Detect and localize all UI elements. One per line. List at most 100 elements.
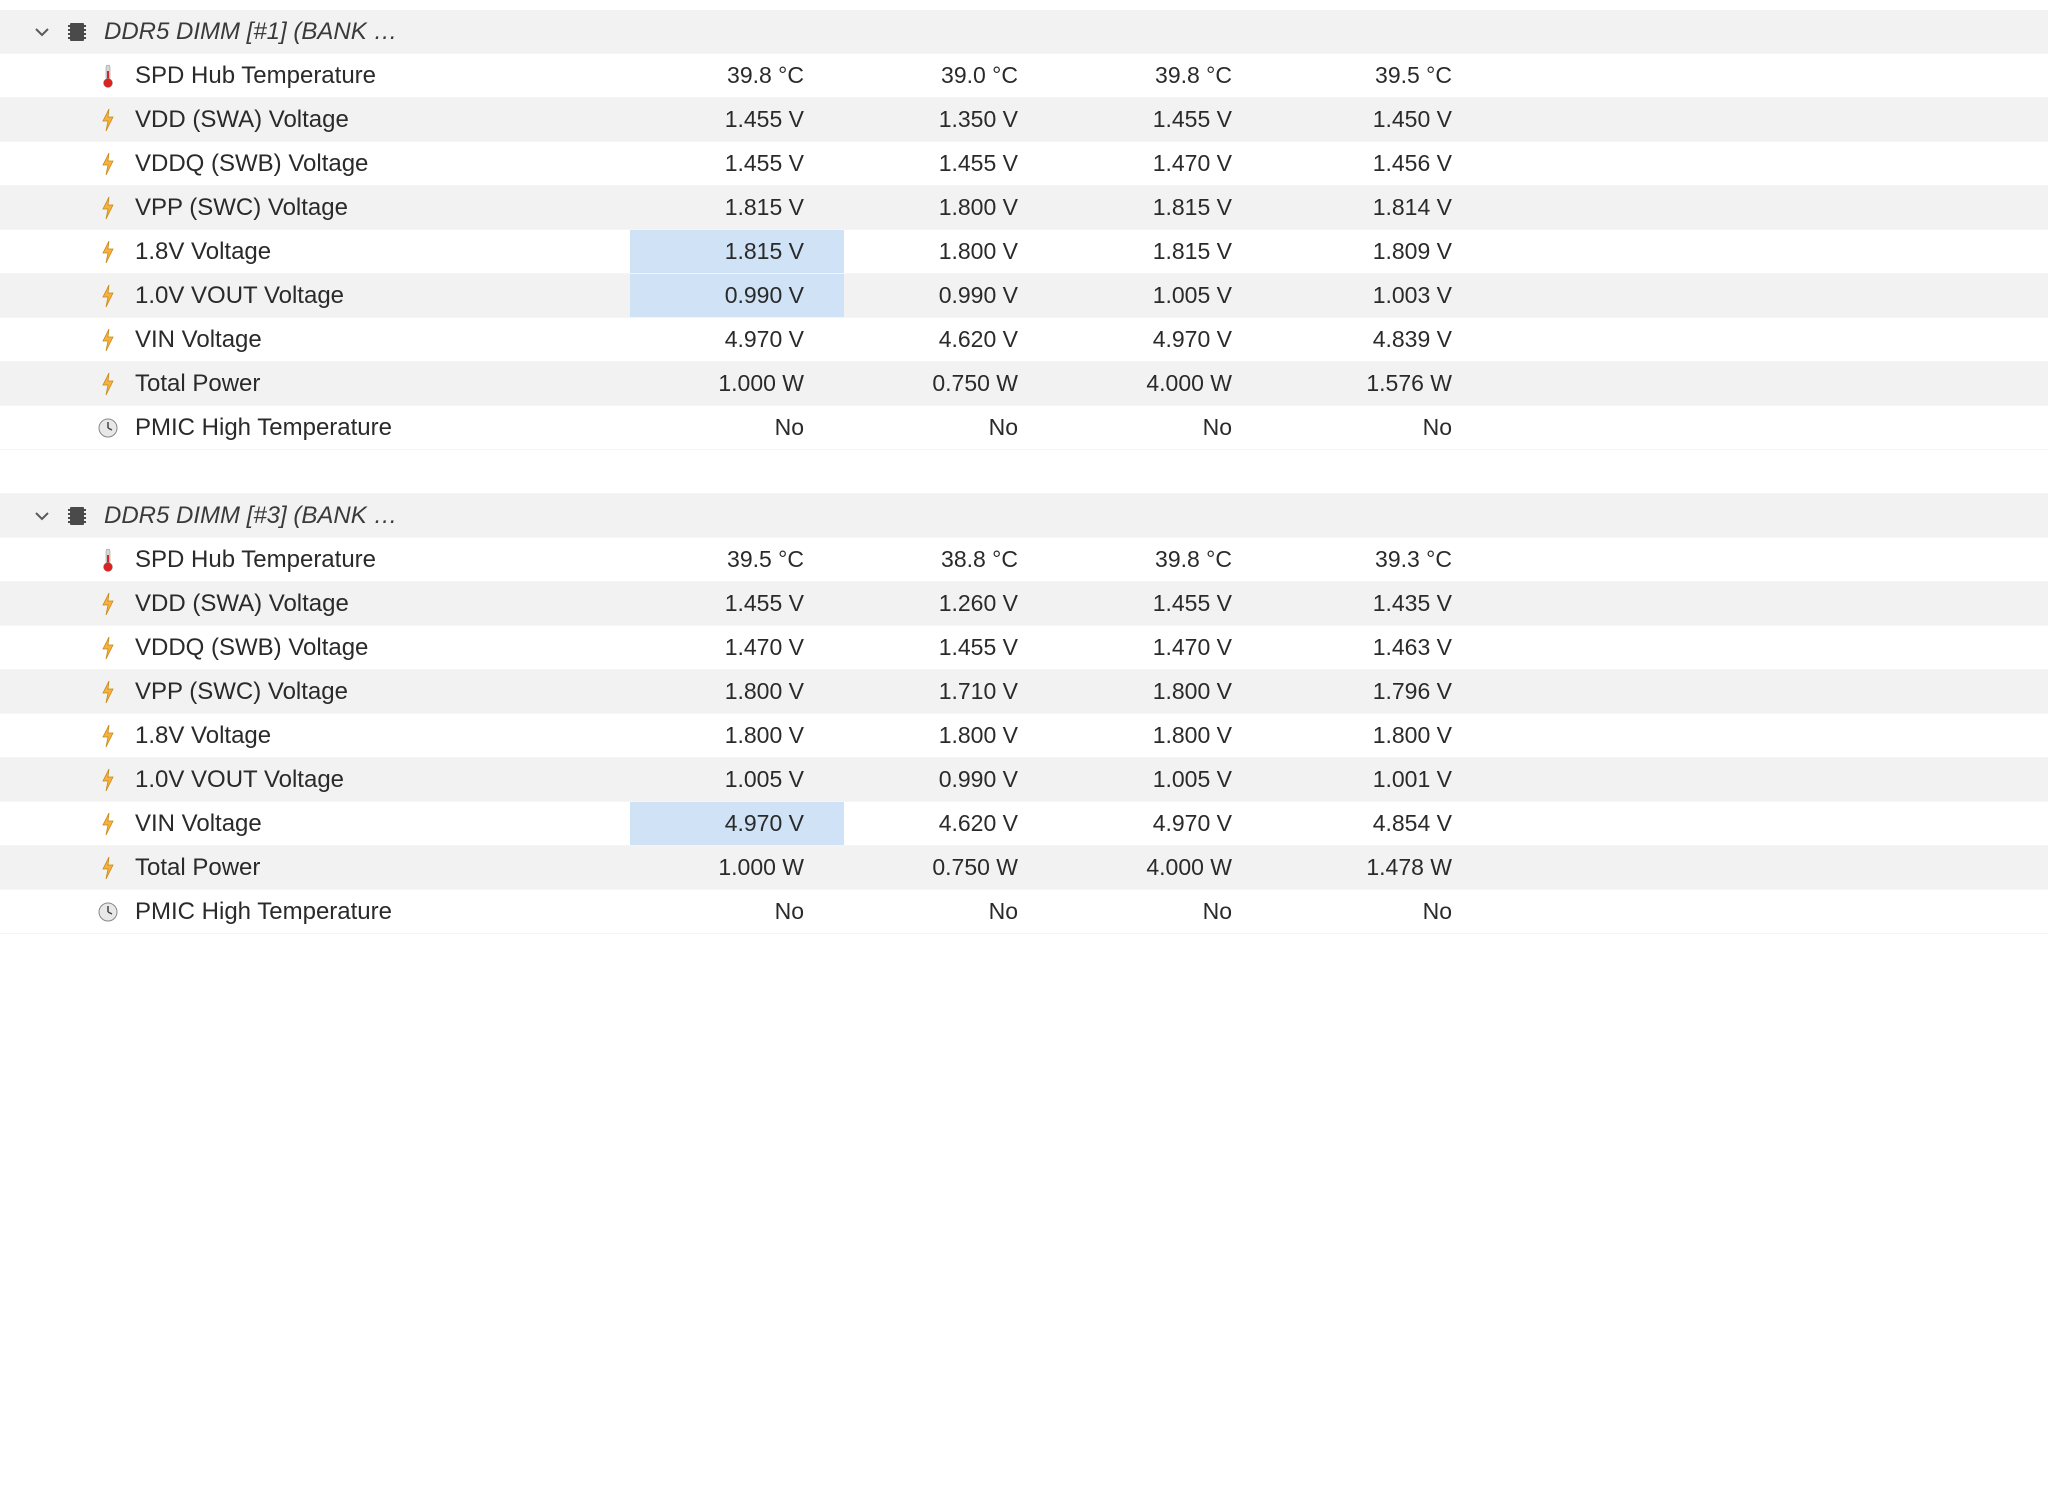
sensor-value-avg: 1.800 V (1272, 714, 1492, 757)
sensor-label-cell: PMIC High Temperature (0, 890, 630, 933)
sensor-label-cell: VDDQ (SWB) Voltage (0, 142, 630, 185)
sensor-row[interactable]: PMIC High Temperature No No No No (0, 890, 2048, 934)
sensor-row[interactable]: 1.0V VOUT Voltage 0.990 V 0.990 V 1.005 … (0, 274, 2048, 318)
header-val-3 (1058, 494, 1272, 537)
sensor-row[interactable]: SPD Hub Temperature 39.8 °C 39.0 °C 39.8… (0, 54, 2048, 98)
expand-toggle[interactable] (30, 504, 54, 528)
sensor-value-max: 4.970 V (1058, 318, 1272, 361)
sensor-row[interactable]: VDD (SWA) Voltage 1.455 V 1.260 V 1.455 … (0, 582, 2048, 626)
chip-icon (66, 21, 88, 43)
sensor-value-min: 1.800 V (844, 230, 1058, 273)
bolt-icon (95, 723, 121, 749)
sensor-label: VPP (SWC) Voltage (135, 678, 348, 706)
sensor-value-max: 1.455 V (1058, 98, 1272, 141)
sensor-value-min: 1.260 V (844, 582, 1058, 625)
sensor-label-cell: 1.8V Voltage (0, 714, 630, 757)
group-header-row[interactable]: DDR5 DIMM [#3] (BANK … (0, 494, 2048, 538)
sensor-label: 1.0V VOUT Voltage (135, 766, 344, 794)
sensor-row[interactable]: 1.0V VOUT Voltage 1.005 V 0.990 V 1.005 … (0, 758, 2048, 802)
group-header-cell: DDR5 DIMM [#3] (BANK … (0, 494, 630, 537)
sensor-value-avg: 1.450 V (1272, 98, 1492, 141)
sensor-row[interactable]: Total Power 1.000 W 0.750 W 4.000 W 1.47… (0, 846, 2048, 890)
bolt-icon (98, 327, 118, 353)
sensor-label-cell: VDD (SWA) Voltage (0, 98, 630, 141)
sensor-value-max: 4.000 W (1058, 846, 1272, 889)
thermometer-icon (98, 547, 118, 573)
thermometer-icon (95, 547, 121, 573)
group-header-row[interactable]: DDR5 DIMM [#1] (BANK … (0, 10, 2048, 54)
clock-icon (97, 901, 119, 923)
sensor-value-max: 1.470 V (1058, 142, 1272, 185)
sensor-label-cell: 1.0V VOUT Voltage (0, 758, 630, 801)
sensor-value-min: 4.620 V (844, 802, 1058, 845)
bolt-icon (98, 371, 118, 397)
sensor-row[interactable]: VDDQ (SWB) Voltage 1.470 V 1.455 V 1.470… (0, 626, 2048, 670)
sensor-value-max: No (1058, 406, 1272, 449)
sensor-value-min: 1.710 V (844, 670, 1058, 713)
bolt-icon (98, 151, 118, 177)
sensor-value-avg: 1.435 V (1272, 582, 1492, 625)
sensor-label: VIN Voltage (135, 326, 262, 354)
bolt-icon (98, 239, 118, 265)
sensor-row[interactable]: VPP (SWC) Voltage 1.815 V 1.800 V 1.815 … (0, 186, 2048, 230)
sensor-label-cell: VDD (SWA) Voltage (0, 582, 630, 625)
group-spacer (0, 450, 2048, 494)
sensor-value-max: No (1058, 890, 1272, 933)
sensor-value-min: 1.455 V (844, 142, 1058, 185)
sensor-value-avg: 39.5 °C (1272, 54, 1492, 97)
sensor-value-avg: 39.3 °C (1272, 538, 1492, 581)
sensor-label: 1.8V Voltage (135, 238, 271, 266)
sensor-label-cell: VPP (SWC) Voltage (0, 186, 630, 229)
sensor-value-avg: No (1272, 890, 1492, 933)
sensor-tree-table: DDR5 DIMM [#1] (BANK … SPD Hub Temperatu… (0, 10, 2048, 934)
bolt-icon (98, 635, 118, 661)
header-val-1 (630, 494, 844, 537)
sensor-row[interactable]: VIN Voltage 4.970 V 4.620 V 4.970 V 4.85… (0, 802, 2048, 846)
sensor-label: Total Power (135, 854, 260, 882)
sensor-label: Total Power (135, 370, 260, 398)
header-val-1 (630, 10, 844, 53)
sensor-value-current: 1.815 V (630, 186, 844, 229)
sensor-value-min: 0.750 W (844, 362, 1058, 405)
sensor-value-current: 0.990 V (630, 274, 844, 317)
thermometer-icon (95, 63, 121, 89)
sensor-value-current: 39.8 °C (630, 54, 844, 97)
sensor-value-max: 39.8 °C (1058, 54, 1272, 97)
sensor-label: VDD (SWA) Voltage (135, 590, 349, 618)
expand-toggle[interactable] (30, 20, 54, 44)
sensor-value-max: 4.000 W (1058, 362, 1272, 405)
sensor-value-current: 39.5 °C (630, 538, 844, 581)
sensor-row[interactable]: SPD Hub Temperature 39.5 °C 38.8 °C 39.8… (0, 538, 2048, 582)
sensor-value-current: 1.470 V (630, 626, 844, 669)
sensor-row[interactable]: Total Power 1.000 W 0.750 W 4.000 W 1.57… (0, 362, 2048, 406)
sensor-value-avg: 1.814 V (1272, 186, 1492, 229)
group-title: DDR5 DIMM [#3] (BANK … (104, 502, 397, 530)
sensor-row[interactable]: 1.8V Voltage 1.815 V 1.800 V 1.815 V 1.8… (0, 230, 2048, 274)
sensor-row[interactable]: PMIC High Temperature No No No No (0, 406, 2048, 450)
bolt-icon (98, 767, 118, 793)
sensor-value-avg: 1.478 W (1272, 846, 1492, 889)
sensor-row[interactable]: 1.8V Voltage 1.800 V 1.800 V 1.800 V 1.8… (0, 714, 2048, 758)
sensor-value-min: No (844, 406, 1058, 449)
sensor-row[interactable]: VPP (SWC) Voltage 1.800 V 1.710 V 1.800 … (0, 670, 2048, 714)
clock-icon (97, 417, 119, 439)
sensor-label-cell: SPD Hub Temperature (0, 54, 630, 97)
sensor-value-min: 0.990 V (844, 758, 1058, 801)
sensor-value-max: 1.800 V (1058, 670, 1272, 713)
sensor-value-max: 1.455 V (1058, 582, 1272, 625)
sensor-value-current: 1.455 V (630, 582, 844, 625)
bolt-icon (95, 591, 121, 617)
sensor-value-current: 1.455 V (630, 98, 844, 141)
bolt-icon (95, 283, 121, 309)
sensor-row[interactable]: VDD (SWA) Voltage 1.455 V 1.350 V 1.455 … (0, 98, 2048, 142)
sensor-value-max: 1.005 V (1058, 758, 1272, 801)
bolt-icon (98, 811, 118, 837)
sensor-value-avg: 4.839 V (1272, 318, 1492, 361)
sensor-value-avg: 1.001 V (1272, 758, 1492, 801)
bolt-icon (95, 635, 121, 661)
sensor-label: PMIC High Temperature (135, 898, 392, 926)
clock-icon (95, 899, 121, 925)
group-header-cell: DDR5 DIMM [#1] (BANK … (0, 10, 630, 53)
sensor-row[interactable]: VDDQ (SWB) Voltage 1.455 V 1.455 V 1.470… (0, 142, 2048, 186)
sensor-row[interactable]: VIN Voltage 4.970 V 4.620 V 4.970 V 4.83… (0, 318, 2048, 362)
